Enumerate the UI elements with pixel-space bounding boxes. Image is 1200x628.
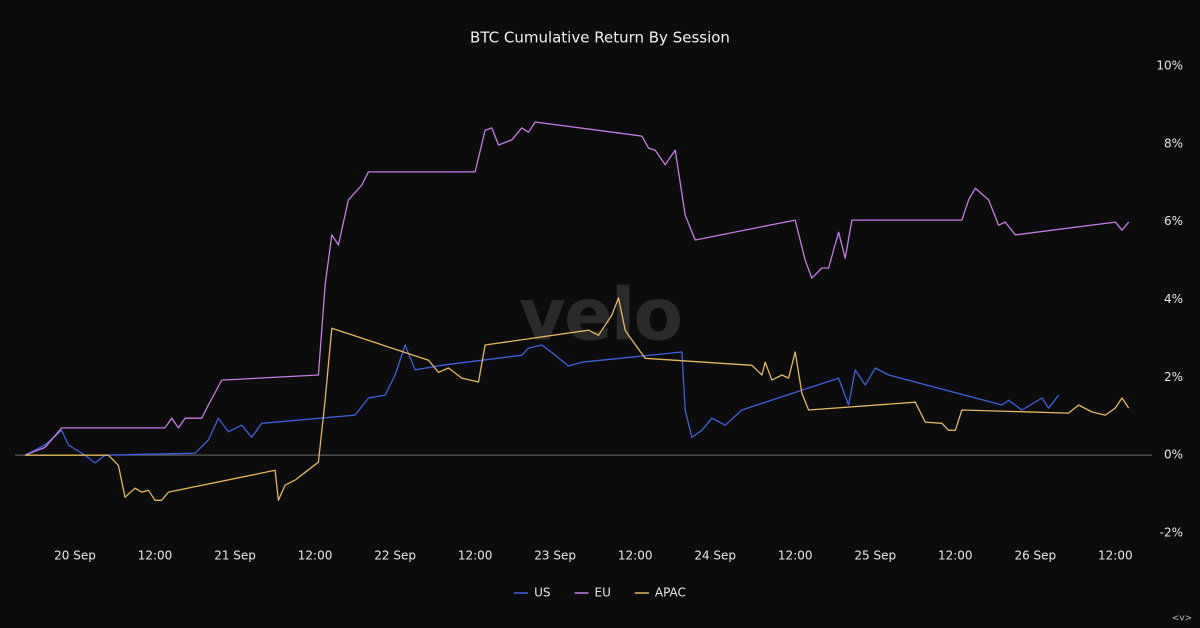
chart-title: BTC Cumulative Return By Session — [470, 29, 730, 47]
x-tick-label: 24 Sep — [694, 549, 736, 563]
x-tick-label: 26 Sep — [1014, 549, 1056, 563]
x-tick-label: 12:00 — [458, 549, 493, 563]
x-tick-label: 21 Sep — [214, 549, 256, 563]
corner-mark: <v> — [1172, 614, 1192, 624]
x-tick-label: 20 Sep — [54, 549, 96, 563]
x-tick-label: 12:00 — [138, 549, 173, 563]
series-line — [25, 297, 1130, 501]
x-tick-label: 12:00 — [778, 549, 813, 563]
legend: US EU APAC — [514, 586, 686, 600]
y-tick-label: 0% — [1164, 448, 1183, 462]
x-tick-label: 25 Sep — [854, 549, 896, 563]
x-tick-label: 23 Sep — [534, 549, 576, 563]
y-tick-label: -2% — [1160, 526, 1183, 540]
x-tick-label: 22 Sep — [374, 549, 416, 563]
legend-label: US — [534, 586, 550, 600]
series-line — [24, 121, 1130, 456]
y-tick-label: 2% — [1164, 370, 1183, 384]
watermark: velo — [519, 273, 681, 357]
legend-label: APAC — [655, 586, 686, 600]
y-tick-label: 4% — [1164, 292, 1183, 306]
y-tick-label: 6% — [1164, 214, 1183, 228]
series-line — [24, 344, 1060, 464]
x-tick-label: 12:00 — [298, 549, 333, 563]
y-tick-label: 10% — [1156, 59, 1183, 73]
y-tick-label: 8% — [1164, 136, 1183, 150]
x-tick-label: 12:00 — [1098, 549, 1133, 563]
legend-label: EU — [594, 586, 610, 600]
x-tick-label: 12:00 — [618, 549, 653, 563]
x-tick-label: 12:00 — [938, 549, 973, 563]
